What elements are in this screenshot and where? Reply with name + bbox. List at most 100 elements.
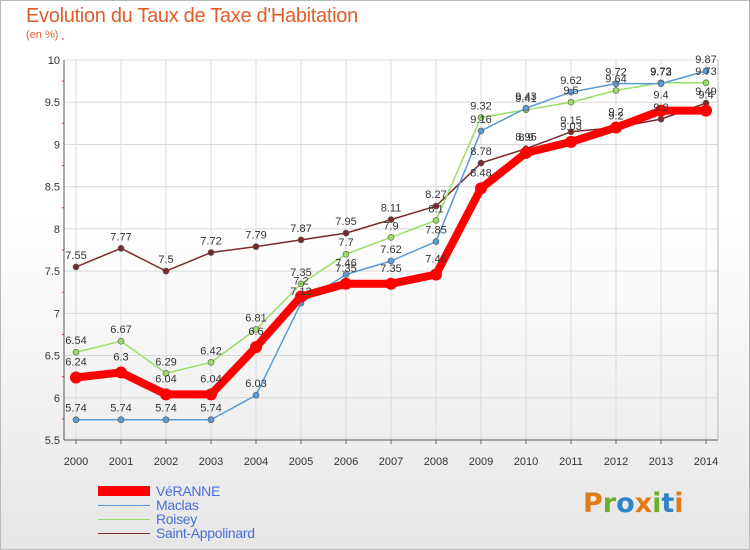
data-label: 7.85 — [425, 225, 446, 237]
data-label: 9.32 — [470, 100, 491, 112]
data-point — [160, 388, 172, 401]
x-tick-label: 2005 — [289, 456, 313, 468]
data-label: 8.27 — [425, 189, 446, 201]
data-point — [387, 216, 395, 223]
data-label: 8.78 — [470, 146, 491, 158]
legend: VéRANNE Maclas Roisey Saint-Appolinard — [98, 483, 318, 541]
legend-swatch-veranne — [98, 486, 150, 496]
x-tick-label: 2000 — [64, 456, 88, 468]
data-label: 9.87 — [695, 54, 716, 66]
x-tick-label: 2008 — [424, 456, 448, 468]
y-tick-label: 5.5 — [45, 435, 60, 447]
data-point — [252, 243, 260, 250]
x-tick-label: 2010 — [514, 456, 538, 468]
data-point — [565, 135, 577, 148]
data-point — [657, 80, 665, 87]
legend-item-veranne: VéRANNE — [98, 483, 318, 499]
data-point — [610, 121, 622, 134]
data-point — [117, 337, 125, 345]
data-point — [432, 238, 440, 245]
data-point — [207, 416, 215, 424]
data-label: 8.48 — [470, 167, 491, 179]
legend-item-saint-appolinard: Saint-Appolinard — [98, 525, 318, 541]
data-point — [162, 369, 170, 377]
data-label: 7.95 — [335, 216, 356, 228]
data-label: 9.5 — [563, 85, 578, 97]
logo-letter: o — [616, 488, 635, 519]
data-label: 7.77 — [110, 231, 131, 243]
logo-letter: P — [583, 488, 603, 519]
data-label: 6.04 — [155, 373, 176, 385]
data-label: 6.42 — [200, 345, 221, 357]
data-label: 9.72 — [650, 67, 671, 79]
logo-letter: r — [602, 488, 617, 519]
data-label: 7.35 — [380, 263, 401, 275]
y-tick-label: 7.5 — [45, 266, 60, 278]
logo-letter: i — [652, 488, 662, 519]
data-point — [657, 115, 665, 123]
data-label: 6.24 — [65, 357, 86, 369]
data-point — [207, 249, 215, 256]
data-label: 7.72 — [200, 236, 221, 248]
data-point — [522, 104, 530, 112]
data-label: 7.62 — [380, 244, 401, 256]
x-tick-label: 2013 — [649, 456, 673, 468]
y-tick-label: 9 — [54, 139, 60, 151]
data-point — [612, 87, 620, 94]
data-label: 9.2 — [608, 111, 623, 123]
x-tick-label: 2003 — [199, 456, 223, 468]
x-tick-label: 2011 — [559, 456, 583, 468]
x-tick-label: 2001 — [109, 456, 133, 468]
data-point — [252, 391, 260, 399]
data-point — [115, 366, 127, 379]
logo-letter: t — [661, 488, 675, 519]
y-tick-label: 8 — [54, 224, 60, 236]
data-point — [340, 277, 352, 290]
data-point — [250, 341, 262, 354]
data-label: 6.04 — [200, 373, 221, 385]
data-point — [295, 290, 307, 303]
data-label: 7.35 — [335, 263, 356, 275]
x-tick-label: 2012 — [604, 456, 628, 468]
data-label: 9.03 — [560, 121, 581, 133]
x-tick-label: 2002 — [154, 456, 178, 468]
data-label: 9.72 — [605, 67, 626, 79]
data-point — [205, 388, 217, 401]
x-tick-label: 2009 — [469, 456, 493, 468]
x-tick-label: 2004 — [244, 456, 268, 468]
y-tick-label: 7 — [54, 308, 60, 320]
data-point — [342, 271, 350, 278]
data-label: 7.46 — [335, 257, 356, 269]
data-point — [387, 257, 395, 265]
legend-swatch-saint-appolinard — [98, 533, 150, 534]
data-label: 9.73 — [695, 66, 716, 78]
data-label: 6.6 — [248, 326, 263, 338]
data-label: 5.74 — [200, 403, 221, 415]
legend-label-saint-appolinard: Saint-Appolinard — [156, 525, 255, 541]
data-point — [477, 114, 485, 121]
chart-subtitle: (en %) — [26, 29, 59, 41]
data-point — [252, 326, 260, 333]
data-point — [520, 146, 532, 159]
data-label: 7.35 — [290, 267, 311, 279]
data-point — [655, 104, 667, 117]
legend-item-roisey: Roisey — [98, 511, 318, 527]
y-tick-label: 8.5 — [45, 182, 60, 194]
y-tick-label: 10 — [48, 55, 60, 67]
data-point — [567, 128, 575, 136]
legend-label-maclas: Maclas — [156, 497, 199, 513]
data-point — [702, 67, 710, 75]
data-label: 6.29 — [155, 356, 176, 368]
data-label: 7.7 — [338, 237, 353, 249]
proxiti-logo: Proxiti — [583, 488, 684, 519]
data-point — [297, 236, 305, 244]
data-point — [72, 348, 80, 356]
data-point — [342, 229, 350, 237]
data-point — [72, 263, 80, 271]
y-tick-label: 6 — [54, 393, 60, 405]
data-point — [342, 250, 350, 258]
data-label: 8.1 — [428, 203, 443, 215]
data-label: 9.2 — [608, 107, 623, 119]
